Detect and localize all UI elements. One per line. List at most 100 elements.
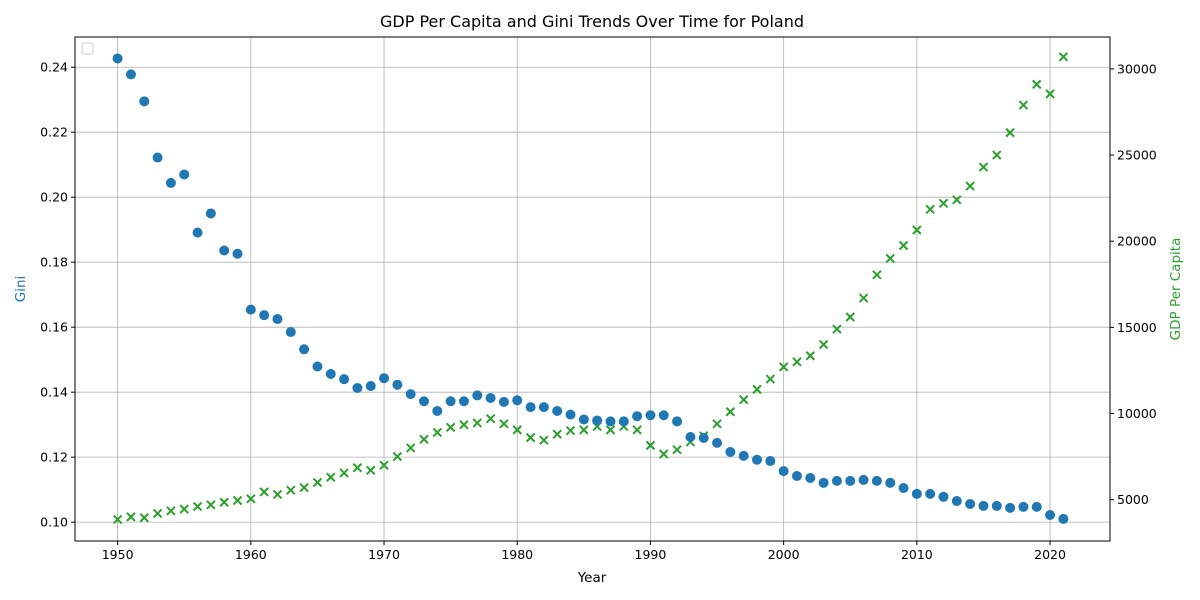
gini-point bbox=[1045, 510, 1056, 521]
legend-box bbox=[81, 42, 94, 55]
gdp-point bbox=[818, 339, 829, 350]
gdp-point bbox=[605, 425, 616, 435]
gini-point bbox=[352, 382, 363, 393]
gini-point bbox=[285, 327, 296, 338]
gdp-point bbox=[1058, 52, 1069, 62]
gdp-point bbox=[472, 418, 482, 428]
gini-point bbox=[472, 390, 483, 401]
gdp-point bbox=[405, 443, 416, 453]
gini-point bbox=[831, 475, 842, 486]
gdp-point bbox=[885, 253, 895, 264]
x-axis: 1950 1960 1970 1980 1990 2000 2010 2020 bbox=[102, 541, 1066, 562]
gdp-point bbox=[552, 429, 562, 439]
y-right-tick-label: 15000 bbox=[1117, 320, 1157, 335]
gini-point bbox=[898, 483, 909, 494]
gdp-point bbox=[792, 357, 802, 367]
gini-point bbox=[738, 450, 749, 461]
gdp-point bbox=[778, 362, 789, 372]
gini-point bbox=[658, 410, 669, 421]
gini-point bbox=[938, 491, 949, 502]
gdp-point bbox=[206, 500, 216, 510]
gdp-point bbox=[392, 451, 403, 462]
y-right-tick-label: 20000 bbox=[1117, 234, 1157, 249]
gdp-point bbox=[898, 240, 909, 251]
gini-point bbox=[1058, 513, 1069, 524]
gini-point bbox=[432, 406, 443, 417]
gdp-point bbox=[192, 501, 203, 512]
gini-point bbox=[698, 432, 709, 443]
gini-point bbox=[632, 411, 643, 422]
gdp-point bbox=[952, 195, 962, 205]
gdp-point bbox=[352, 463, 363, 473]
gdp-point bbox=[525, 432, 536, 443]
y-axis-right-title: GDP Per Capita bbox=[1168, 238, 1184, 341]
gini-point bbox=[565, 409, 576, 420]
gdp-point bbox=[565, 426, 576, 436]
gini-point bbox=[312, 361, 323, 372]
gini-point bbox=[618, 416, 629, 427]
gdp-point bbox=[645, 440, 656, 451]
gdp-point bbox=[246, 494, 256, 504]
gini-point bbox=[578, 414, 589, 425]
gini-point bbox=[405, 389, 416, 400]
gdp-point bbox=[912, 225, 922, 235]
gini-point bbox=[379, 373, 390, 384]
gini-point bbox=[672, 416, 683, 427]
gini-point bbox=[512, 395, 523, 406]
gini-series bbox=[112, 53, 1069, 524]
gdp-point bbox=[339, 468, 349, 478]
y-left-tick-label: 0.18 bbox=[40, 255, 68, 270]
y-right-tick-label: 30000 bbox=[1117, 61, 1157, 76]
gini-point bbox=[978, 500, 989, 511]
gini-point bbox=[245, 304, 256, 315]
gini-point bbox=[112, 53, 123, 64]
y-axis-right: 5000 10000 15000 20000 25000 30000 bbox=[1110, 61, 1157, 507]
y-axis-left-title: Gini bbox=[13, 276, 29, 303]
plot-area-frame bbox=[74, 36, 1111, 542]
y-left-tick-label: 0.10 bbox=[40, 515, 68, 530]
gdp-point bbox=[139, 513, 149, 523]
x-tick-label: 2000 bbox=[768, 547, 800, 562]
gini-point bbox=[165, 177, 176, 188]
y-left-tick-label: 0.16 bbox=[40, 320, 68, 335]
y-axis-left: 0.10 0.12 0.14 0.16 0.18 0.20 0.22 0.24 bbox=[40, 60, 75, 530]
gini-point bbox=[592, 415, 603, 426]
gdp-point bbox=[672, 444, 682, 455]
gdp-point bbox=[232, 495, 243, 506]
gdp-point bbox=[712, 419, 722, 429]
gdp-point bbox=[219, 497, 229, 507]
gdp-point bbox=[1045, 89, 1055, 99]
gdp-point bbox=[539, 435, 549, 445]
gini-point bbox=[1031, 501, 1042, 512]
gdp-point bbox=[299, 482, 309, 493]
gini-point bbox=[392, 379, 403, 390]
gini-point bbox=[645, 410, 656, 421]
gini-point bbox=[818, 477, 829, 488]
gdp-point bbox=[485, 413, 496, 424]
x-tick-label: 1990 bbox=[635, 547, 667, 562]
gdp-point bbox=[1005, 127, 1015, 138]
gini-point bbox=[965, 498, 976, 509]
gdp-point bbox=[326, 472, 336, 482]
gini-point bbox=[179, 169, 190, 180]
gdp-point bbox=[152, 508, 163, 519]
y-left-tick-label: 0.24 bbox=[40, 60, 68, 75]
gdp-point bbox=[112, 514, 123, 525]
x-tick-label: 2020 bbox=[1034, 547, 1066, 562]
gini-point bbox=[458, 396, 469, 407]
y-right-tick-label: 10000 bbox=[1117, 406, 1157, 421]
gdp-point bbox=[432, 427, 443, 438]
gini-point bbox=[152, 152, 163, 163]
gdp-point bbox=[845, 312, 855, 322]
gini-point bbox=[845, 475, 856, 486]
x-axis-title: Year bbox=[577, 570, 607, 586]
gdp-point bbox=[978, 162, 989, 172]
gdp-point bbox=[725, 407, 736, 417]
gini-point bbox=[299, 344, 310, 355]
gini-point bbox=[871, 475, 882, 486]
gdp-point bbox=[419, 434, 429, 445]
gini-point bbox=[339, 374, 350, 385]
gini-point bbox=[219, 245, 230, 256]
x-tick-label: 2010 bbox=[901, 547, 933, 562]
